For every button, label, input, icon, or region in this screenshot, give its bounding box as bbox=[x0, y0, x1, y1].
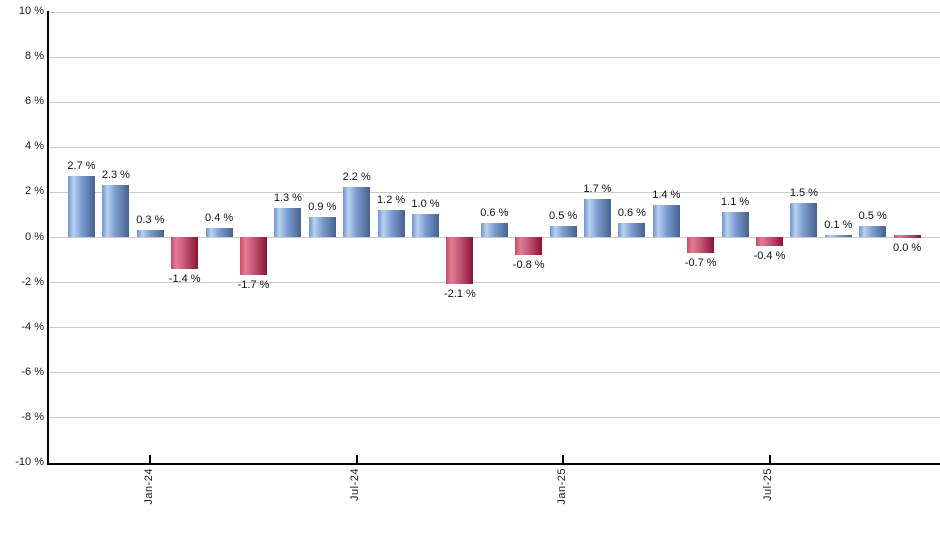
x-tick-label: Jan-25 bbox=[555, 467, 568, 505]
bar bbox=[240, 237, 267, 276]
bar-value-label: 1.7 % bbox=[583, 182, 612, 195]
y-gridline bbox=[48, 282, 940, 284]
y-tick-label: 0 % bbox=[25, 230, 44, 243]
bar-value-label: 2.2 % bbox=[342, 171, 371, 184]
bar bbox=[68, 176, 95, 237]
bar-value-label: 0.9 % bbox=[308, 200, 337, 213]
y-gridline bbox=[48, 191, 940, 193]
bar bbox=[412, 214, 439, 237]
y-tick-label: -4 % bbox=[21, 320, 44, 333]
bar bbox=[618, 223, 646, 237]
bar-value-label: 1.2 % bbox=[377, 193, 406, 206]
bar bbox=[756, 237, 783, 247]
bar-value-label: 1.5 % bbox=[789, 187, 818, 200]
bar-value-label: -1.4 % bbox=[168, 272, 201, 285]
y-tick-label: 2 % bbox=[25, 185, 44, 198]
bar-value-label: 0.6 % bbox=[480, 207, 509, 220]
y-gridline bbox=[48, 417, 940, 419]
bar-value-label: -0.4 % bbox=[753, 250, 786, 263]
bar bbox=[343, 187, 371, 237]
y-tick-label: 6 % bbox=[25, 95, 44, 108]
bar-value-label: -2.1 % bbox=[443, 288, 476, 301]
bar bbox=[790, 203, 818, 237]
y-tick-label: -10 % bbox=[15, 456, 44, 468]
y-gridline bbox=[48, 146, 940, 148]
bar bbox=[446, 237, 474, 285]
y-tick-label: 10 % bbox=[18, 5, 44, 17]
x-tick-label: Jul-25 bbox=[762, 467, 774, 501]
bar bbox=[274, 207, 302, 237]
bar bbox=[377, 209, 405, 237]
x-tick-mark bbox=[768, 454, 771, 463]
bar-value-label: 0.3 % bbox=[136, 214, 165, 227]
y-tick-label: -8 % bbox=[21, 410, 44, 423]
bar bbox=[859, 225, 887, 237]
y-gridline bbox=[48, 237, 940, 238]
bar-value-label: 1.0 % bbox=[411, 198, 440, 211]
bar-value-label: -0.8 % bbox=[512, 259, 545, 272]
x-tick-label: Jan-24 bbox=[142, 467, 155, 505]
bar bbox=[687, 237, 715, 253]
bar bbox=[308, 216, 336, 237]
y-tick-label: -2 % bbox=[21, 275, 44, 288]
bar-value-label: 1.1 % bbox=[721, 196, 750, 209]
bar bbox=[893, 235, 921, 238]
bar-value-label: 1.3 % bbox=[273, 191, 302, 204]
bar-value-label: -1.7 % bbox=[237, 279, 270, 292]
y-gridline bbox=[48, 372, 940, 374]
bar bbox=[584, 198, 611, 237]
bar-value-label: 0.1 % bbox=[824, 218, 853, 231]
bar-value-label: 1.4 % bbox=[652, 189, 681, 202]
y-tick-label: 8 % bbox=[25, 50, 44, 63]
bar bbox=[549, 225, 577, 237]
bar bbox=[721, 212, 749, 237]
bar bbox=[824, 234, 852, 237]
y-gridline bbox=[48, 101, 940, 103]
x-tick-label: Jul-24 bbox=[349, 467, 362, 501]
x-tick-mark bbox=[355, 454, 358, 463]
bar bbox=[480, 223, 508, 237]
bar-value-label: 2.7 % bbox=[67, 160, 96, 173]
bar bbox=[102, 185, 130, 237]
x-tick-mark bbox=[149, 454, 152, 463]
bar-value-label: 0.6 % bbox=[617, 207, 646, 220]
bar-value-label: -0.7 % bbox=[684, 256, 717, 269]
bar bbox=[515, 237, 543, 256]
bar bbox=[136, 230, 164, 237]
bar bbox=[205, 227, 233, 237]
y-gridline bbox=[48, 11, 940, 13]
bar bbox=[171, 237, 199, 269]
y-axis-line bbox=[47, 11, 49, 464]
bar-value-label: 0.5 % bbox=[549, 209, 578, 222]
bar bbox=[652, 205, 680, 237]
y-gridline bbox=[48, 56, 940, 58]
x-tick-mark bbox=[562, 454, 565, 463]
y-tick-label: 4 % bbox=[25, 140, 44, 153]
y-gridline bbox=[48, 327, 940, 329]
bar-value-label: 0.4 % bbox=[205, 211, 234, 224]
bar-value-label: 0.5 % bbox=[858, 209, 887, 222]
bar-value-label: 0.0 % bbox=[893, 242, 922, 254]
y-tick-label: -6 % bbox=[21, 365, 44, 378]
x-axis-line bbox=[47, 462, 940, 465]
bar-value-label: 2.3 % bbox=[101, 169, 130, 182]
